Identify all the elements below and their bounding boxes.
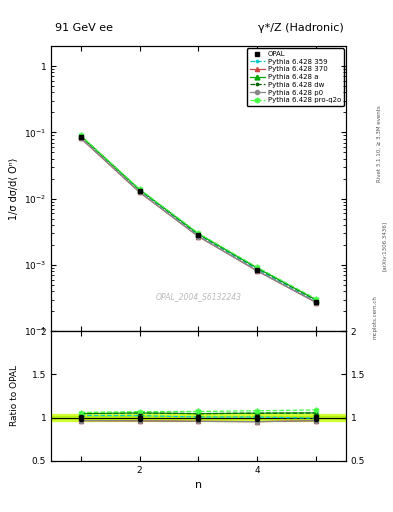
Text: OPAL_2004_S6132243: OPAL_2004_S6132243 [156,292,241,302]
Y-axis label: Ratio to OPAL: Ratio to OPAL [10,366,19,426]
Text: [arXiv:1306.3436]: [arXiv:1306.3436] [382,221,387,271]
Text: mcplots.cern.ch: mcplots.cern.ch [373,295,378,339]
Y-axis label: 1/σ dσ/d⟨ Oⁿ⟩: 1/σ dσ/d⟨ Oⁿ⟩ [9,158,19,220]
Text: Rivet 3.1.10, ≥ 3.3M events: Rivet 3.1.10, ≥ 3.3M events [377,105,382,182]
Text: 91 GeV ee: 91 GeV ee [55,23,113,33]
X-axis label: n: n [195,480,202,490]
Legend: OPAL, Pythia 6.428 359, Pythia 6.428 370, Pythia 6.428 a, Pythia 6.428 dw, Pythi: OPAL, Pythia 6.428 359, Pythia 6.428 370… [247,48,344,106]
Text: γ*/Z (Hadronic): γ*/Z (Hadronic) [258,23,344,33]
